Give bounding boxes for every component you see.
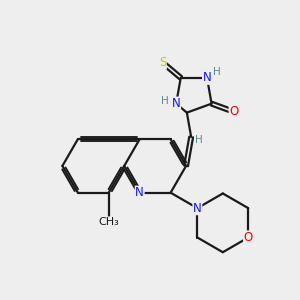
Text: H: H [213,68,220,77]
Text: N: N [135,186,144,199]
Text: H: H [161,96,169,106]
Text: N: N [172,97,181,110]
Text: O: O [244,231,253,244]
Text: O: O [229,105,239,118]
Text: N: N [202,71,211,84]
Text: S: S [159,56,166,69]
Text: N: N [193,202,202,215]
Text: H: H [195,135,203,145]
Text: CH₃: CH₃ [98,217,119,227]
